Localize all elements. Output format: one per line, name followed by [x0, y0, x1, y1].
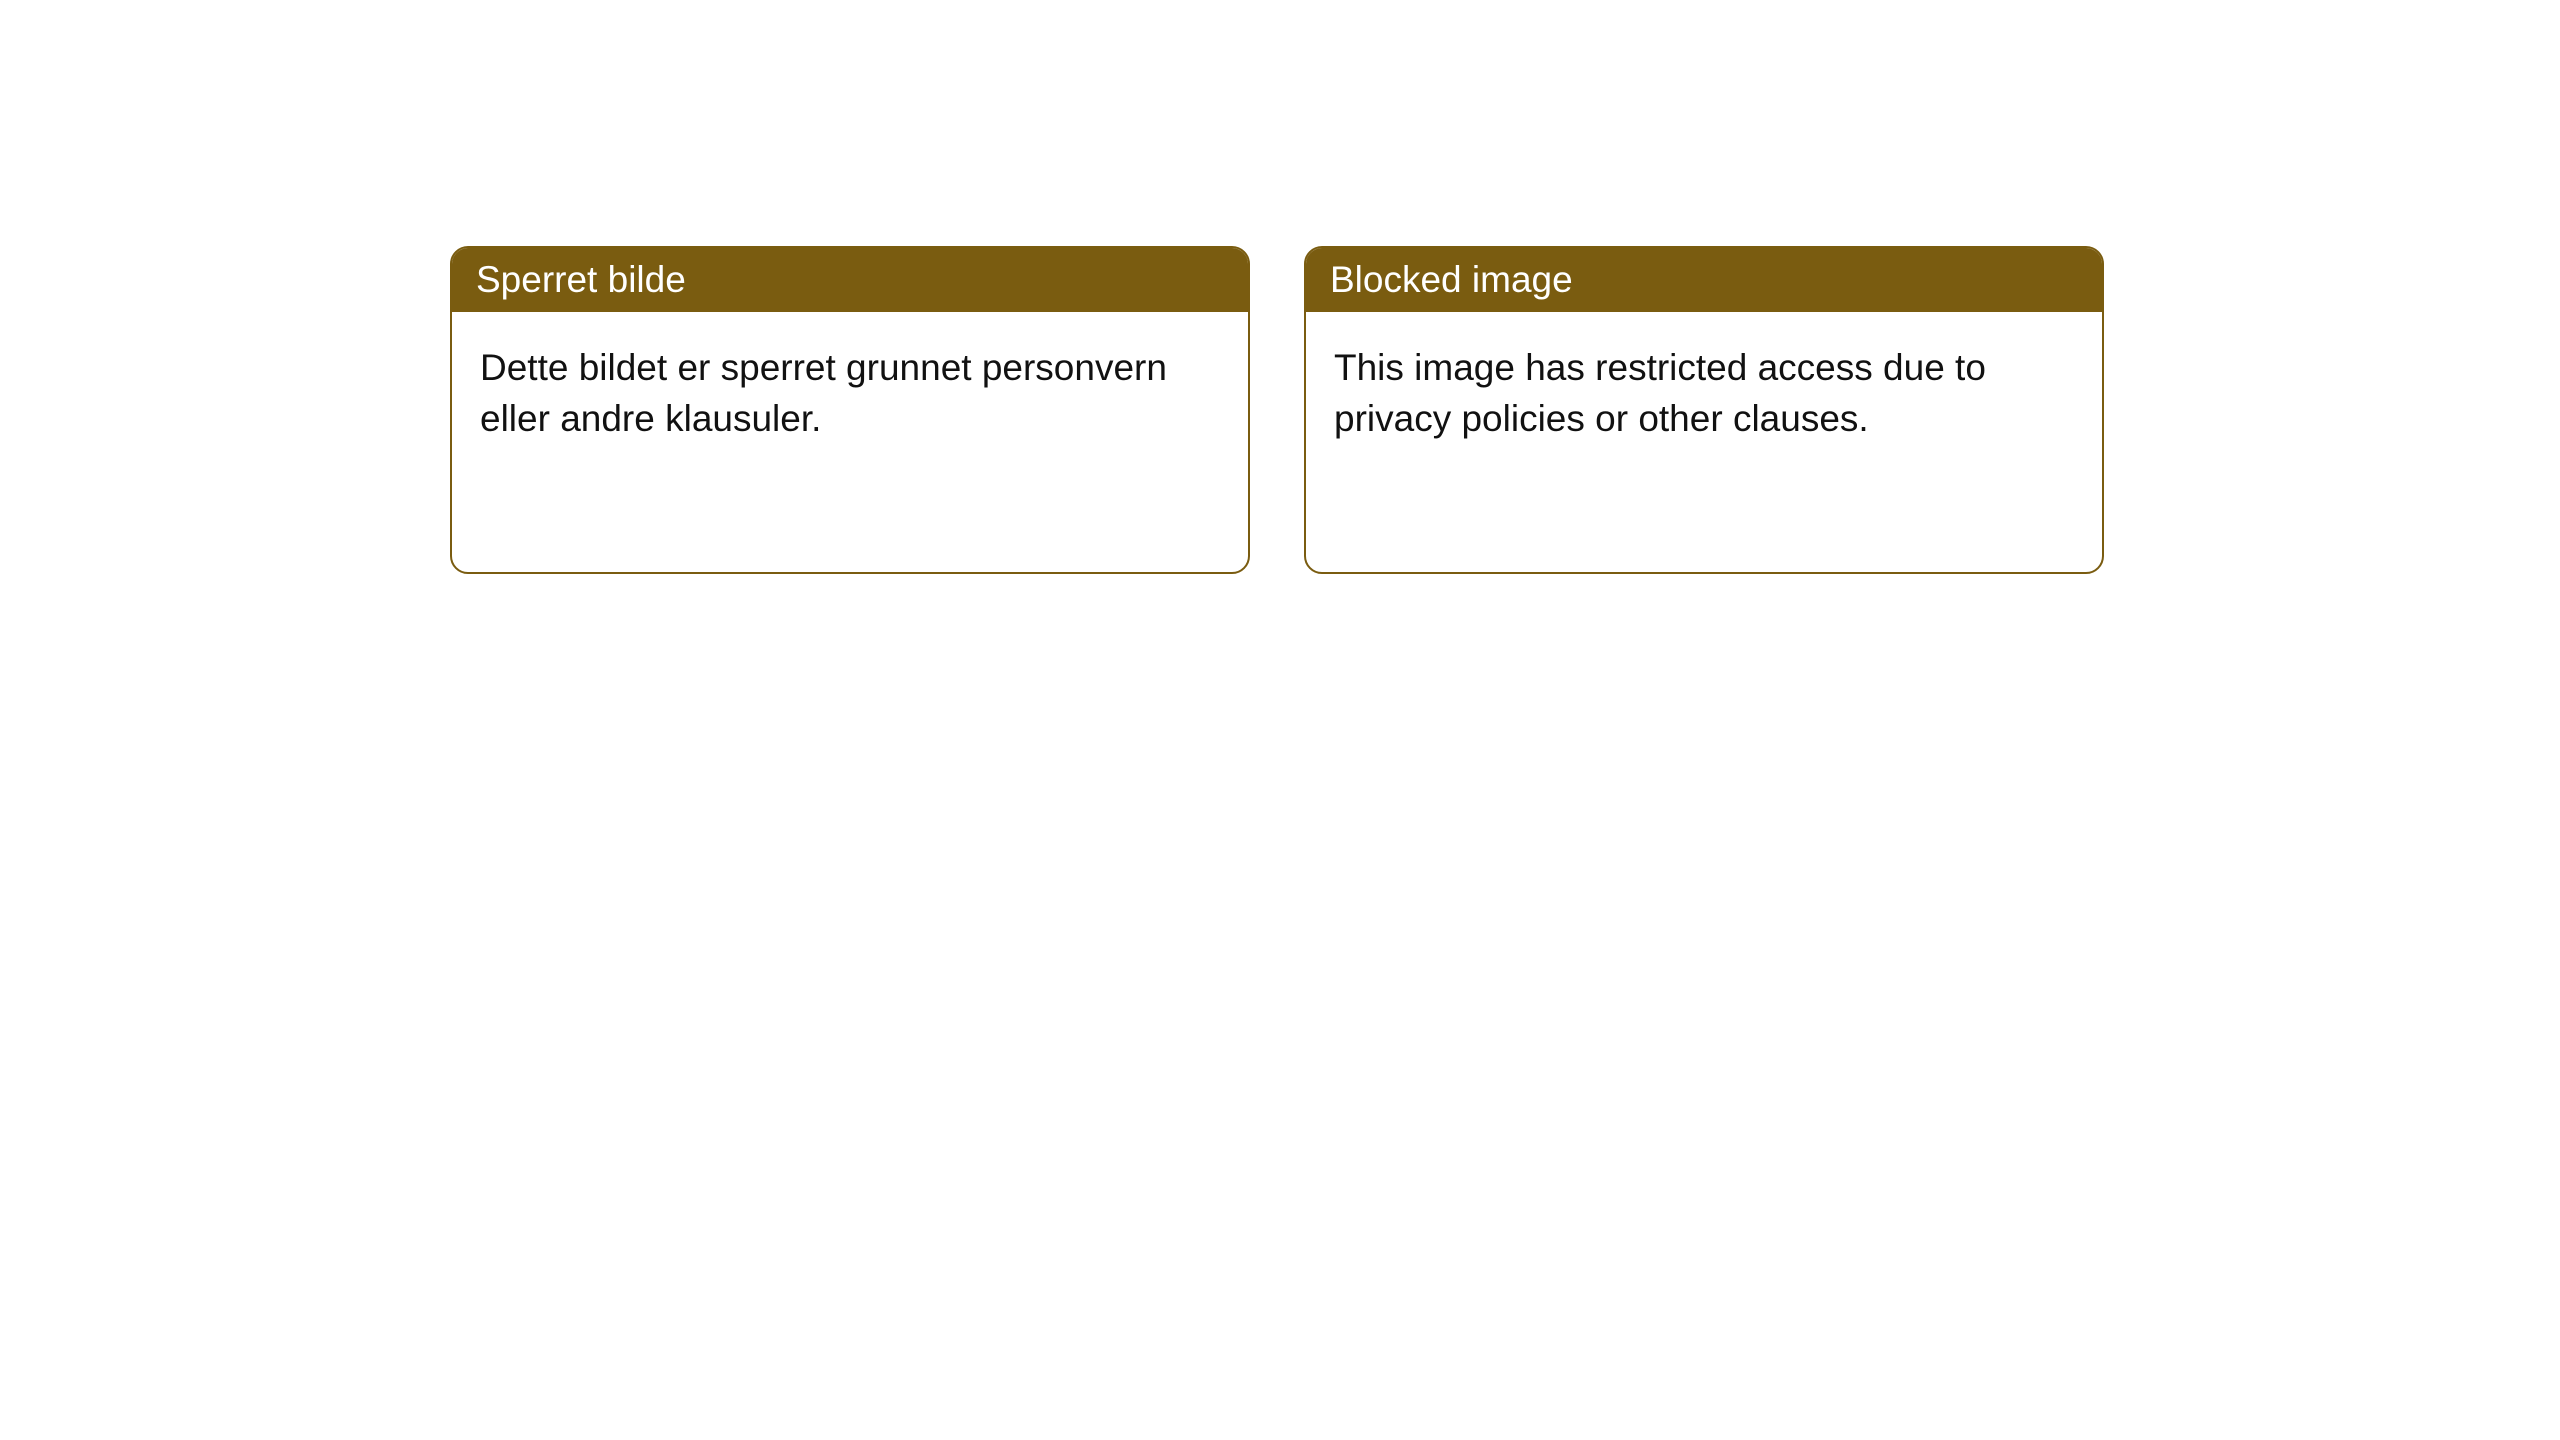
notice-card-body-norwegian: Dette bildet er sperret grunnet personve…: [452, 312, 1248, 572]
notice-card-header-english: Blocked image: [1306, 248, 2102, 312]
notice-card-norwegian: Sperret bilde Dette bildet er sperret gr…: [450, 246, 1250, 574]
notice-cards-container: Sperret bilde Dette bildet er sperret gr…: [450, 246, 2104, 574]
notice-card-body-english: This image has restricted access due to …: [1306, 312, 2102, 572]
notice-card-english: Blocked image This image has restricted …: [1304, 246, 2104, 574]
notice-card-header-norwegian: Sperret bilde: [452, 248, 1248, 312]
